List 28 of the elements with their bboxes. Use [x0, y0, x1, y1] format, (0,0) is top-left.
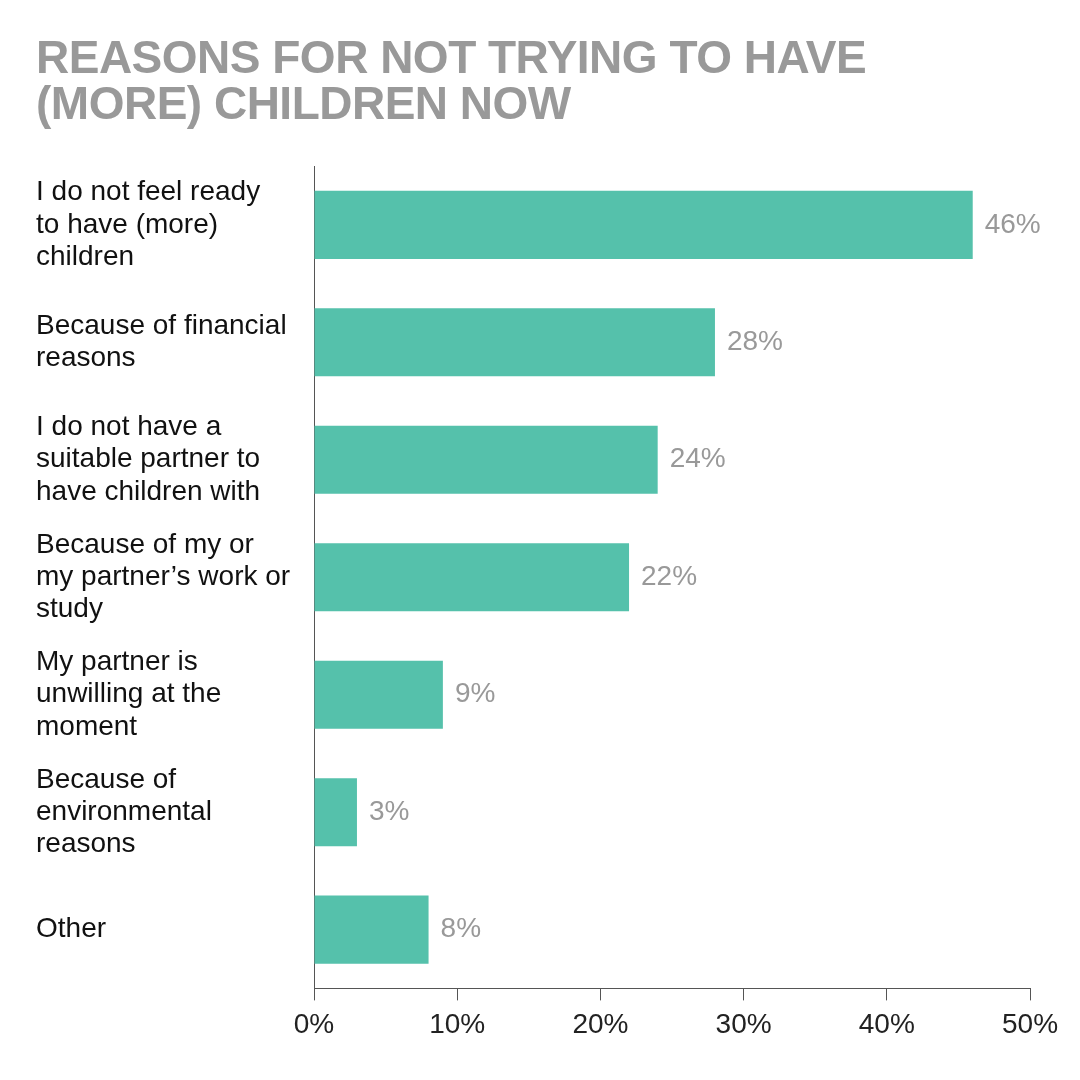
bar: [314, 778, 357, 847]
x-tick-label: 50%: [1001, 1007, 1059, 1039]
data-label: 3%: [368, 794, 410, 826]
x-tick-label: 30%: [715, 1007, 772, 1039]
bar: [314, 543, 630, 612]
x-tick-label: 0%: [293, 1007, 335, 1039]
y-tick-label: Because of my or my partner’s work or study: [36, 527, 291, 624]
x-tick-label: 10%: [429, 1007, 486, 1039]
y-tick-label: My partner is unwilling at the moment: [36, 645, 222, 741]
data-label: 24%: [669, 442, 726, 474]
bar: [314, 190, 973, 259]
x-tick-label: 20%: [572, 1007, 629, 1039]
data-label: 46%: [984, 207, 1041, 239]
bar: [314, 895, 429, 964]
y-tick-label: Because of environmental reasons: [36, 762, 212, 859]
bar: [314, 425, 658, 494]
bar: [314, 660, 443, 729]
y-tick-label: Because of financial reasons: [36, 308, 287, 373]
bar: [314, 308, 715, 377]
y-tick-label: Other: [36, 912, 107, 944]
data-label: 28%: [726, 325, 784, 357]
data-label: 9%: [454, 677, 496, 709]
y-tick-label: I do not have a suitable partner to have children with: [36, 410, 261, 506]
y-tick-label: I do not feel ready to have (more) children: [36, 175, 261, 271]
chart-title: REASONS FOR NOT TRYING TO HAVE (MORE) CHILDREN NOW: [36, 31, 868, 129]
data-label: 22%: [641, 559, 698, 591]
data-label: 8%: [440, 912, 482, 944]
x-tick-label: 40%: [858, 1007, 915, 1039]
